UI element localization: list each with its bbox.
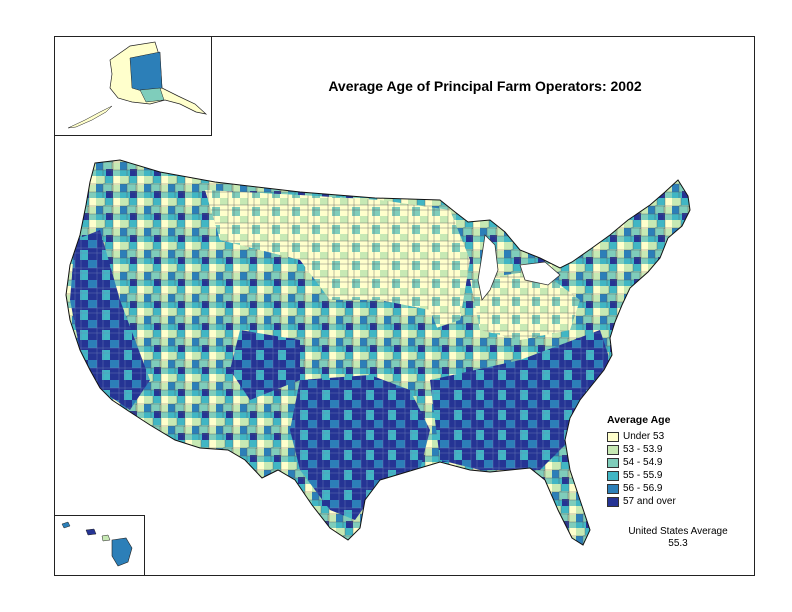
alaska-inset-frame — [54, 36, 212, 136]
us-average-value: 55.3 — [668, 538, 688, 549]
lake-michigan — [477, 234, 499, 301]
legend-swatch — [607, 470, 619, 481]
legend-swatch — [607, 483, 619, 494]
ozark-region — [370, 300, 450, 380]
southeast-region — [430, 330, 610, 470]
legend-item: Under 53 — [607, 430, 676, 443]
map-frame — [54, 36, 755, 576]
legend: Average Age Under 53 53 - 53.9 54 - 54.9… — [607, 414, 676, 508]
legend-label: 57 and over — [623, 496, 676, 507]
great-plains-region — [205, 190, 470, 330]
hawaii-map — [61, 521, 133, 567]
legend-item: 55 - 55.9 — [607, 469, 676, 482]
legend-swatch — [607, 496, 619, 507]
legend-label: 56 - 56.9 — [623, 483, 663, 494]
legend-item: 56 - 56.9 — [607, 482, 676, 495]
conterminous-us-counties — [66, 160, 690, 545]
texas-region — [290, 375, 430, 520]
map-title: Average Age of Principal Farm Operators:… — [328, 78, 642, 94]
legend-item: 53 - 53.9 — [607, 443, 676, 456]
lake-erie — [519, 261, 561, 286]
legend-label: 54 - 54.9 — [623, 457, 663, 468]
us-average-note: United States Average 55.3 — [608, 526, 748, 550]
hawaii-inset-frame — [54, 515, 145, 576]
corn-belt-region — [470, 270, 580, 340]
legend-label: 55 - 55.9 — [623, 470, 663, 481]
legend-item: 54 - 54.9 — [607, 456, 676, 469]
legend-item: 57 and over — [607, 495, 676, 508]
legend-swatch — [607, 457, 619, 468]
legend-swatch — [607, 431, 619, 442]
southwest-region — [230, 330, 300, 400]
alaska-map — [67, 41, 208, 129]
west-coast-region — [70, 230, 150, 410]
legend-swatch — [607, 444, 619, 455]
legend-label: 53 - 53.9 — [623, 444, 663, 455]
us-average-label: United States Average — [628, 526, 728, 537]
legend-label: Under 53 — [623, 431, 665, 442]
legend-title: Average Age — [607, 414, 671, 426]
